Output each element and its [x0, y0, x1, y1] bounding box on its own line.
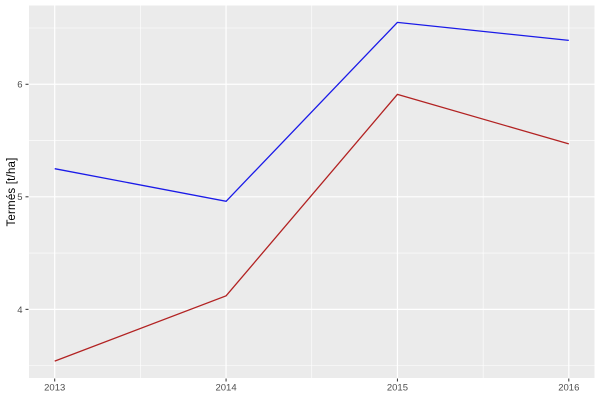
x-tick-label: 2016: [558, 383, 579, 394]
y-tick-label: 5: [17, 192, 22, 203]
series-blue-line: [54, 21, 569, 203]
x-tick-label: 2015: [387, 383, 408, 394]
y-tick-label: 6: [17, 80, 22, 91]
series-red-line: [54, 93, 569, 362]
y-tick-label: 4: [17, 305, 22, 316]
x-tick-label: 2014: [215, 383, 236, 394]
x-tick-label: 2013: [44, 383, 65, 394]
y-axis-title: Termés [t/ha]: [6, 157, 18, 227]
